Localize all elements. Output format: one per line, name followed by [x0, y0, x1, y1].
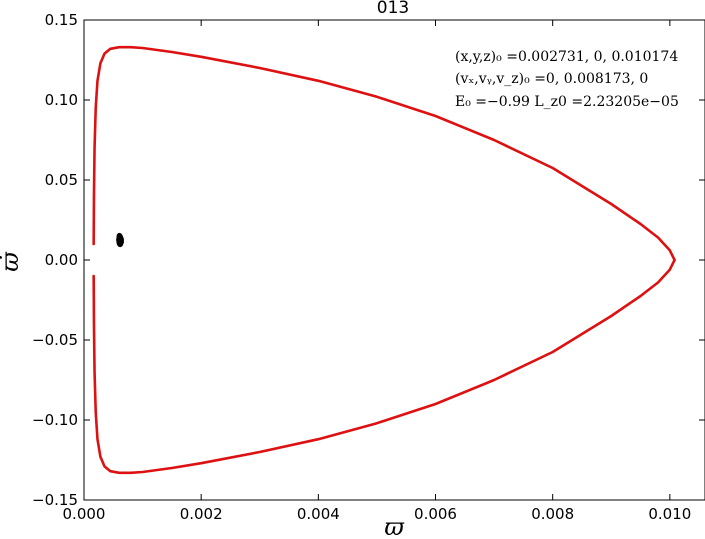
inner-orbit-cluster: [116, 232, 124, 248]
x-tick-label: 0.000: [63, 505, 106, 523]
annotation-line-2: (vₓ,vᵧ,v_z)₀ =0, 0.008173, 0: [455, 71, 648, 87]
y-tick-label: 0.10: [45, 91, 78, 109]
x-axis-label: ϖ: [384, 513, 405, 539]
plot-frame: [83, 19, 705, 501]
series-group: [92, 45, 676, 475]
y-tick-label: 0.15: [45, 11, 78, 29]
y-tick-label: −0.05: [32, 331, 78, 349]
x-tick-label: 0.006: [414, 505, 457, 523]
y-tick-labels: −0.15 −0.10 −0.05 0.00 0.05 0.10 0.15: [32, 11, 78, 509]
x-tick-labels: 0.000 0.002 0.004 0.006 0.008 0.010: [63, 505, 692, 523]
x-tick-label: 0.008: [531, 505, 574, 523]
y-tick-label: −0.15: [32, 491, 78, 509]
annotation-line-1: (x,y,z)₀ =0.002731, 0, 0.010174: [455, 49, 678, 65]
chart-title: 013: [377, 0, 409, 18]
orbit-lower-branch: [92, 258, 676, 475]
x-tick-label: 0.002: [180, 505, 223, 523]
annotation-line-3: E₀ =−0.99 L_z0 =2.23205e−05: [455, 94, 679, 110]
orbit-upper-branch: [92, 45, 676, 262]
y-tick-label: 0.05: [45, 171, 78, 189]
ticks-group: [83, 19, 705, 501]
x-tick-label: 0.004: [297, 505, 340, 523]
y-axis-label: ϖ̇: [0, 251, 24, 272]
y-tick-label: 0.00: [45, 251, 78, 269]
x-tick-label: 0.010: [648, 505, 691, 523]
y-tick-label: −0.10: [32, 411, 78, 429]
